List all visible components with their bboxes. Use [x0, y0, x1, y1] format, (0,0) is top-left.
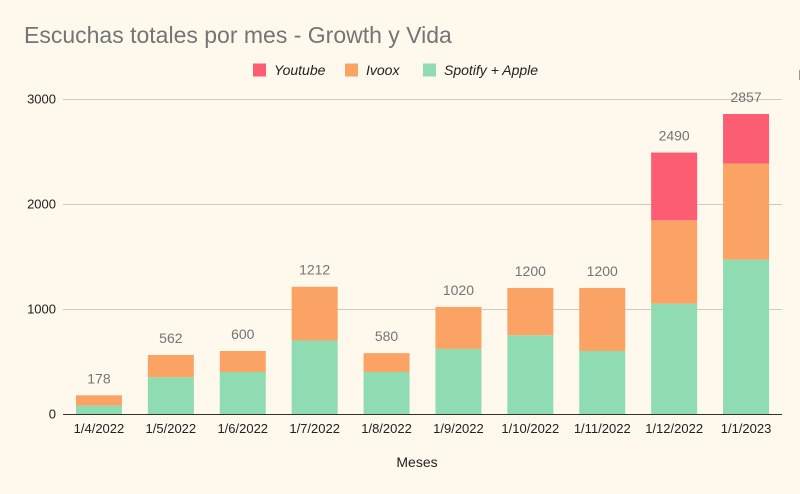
- total-label: 2857: [730, 89, 761, 105]
- x-tick-label: 1/9/2022: [433, 421, 484, 436]
- total-label: 562: [159, 330, 183, 346]
- total-label: 1200: [515, 263, 546, 279]
- total-label: 1200: [587, 263, 618, 279]
- bar-segment: [579, 288, 626, 351]
- x-tick-label: 1/12/2022: [645, 421, 703, 436]
- y-axis-ticks: 0 1000 2000 3000: [27, 92, 56, 422]
- chart-title: Escuchas totales por mes - Growth y Vida: [24, 22, 452, 48]
- bar-segment: [363, 372, 410, 414]
- bar-segment: [507, 288, 554, 336]
- total-label: 600: [231, 326, 255, 342]
- x-axis-title: Meses: [396, 454, 437, 470]
- bar-segment: [723, 114, 770, 164]
- bar-segment: [219, 351, 266, 372]
- total-label: 1212: [299, 262, 330, 278]
- bar-segment: [723, 163, 770, 260]
- legend-swatch: [423, 63, 436, 77]
- x-tick-label: 1/5/2022: [146, 421, 197, 436]
- bar-segment: [435, 348, 482, 414]
- bar-segment: [291, 286, 338, 341]
- y-tick-label: 3000: [27, 92, 56, 107]
- total-label: 178: [87, 370, 111, 386]
- y-tick-label: 0: [49, 407, 56, 422]
- bar-segment: [363, 353, 410, 372]
- x-axis-ticks: 1/4/2022 1/5/2022 1/6/2022 1/7/2022 1/8/2022…: [74, 421, 772, 436]
- legend-label: Spotify + Apple: [444, 62, 538, 78]
- legend-swatch: [253, 63, 266, 77]
- bar-segment: [507, 335, 554, 414]
- legend-swatch: [345, 63, 358, 77]
- total-label: 580: [375, 328, 399, 344]
- legend-label: Ivoox: [366, 62, 400, 78]
- x-tick-label: 1/7/2022: [289, 421, 340, 436]
- legend: Youtube Ivoox Spotify + Apple: [253, 62, 538, 78]
- x-tick-label: 1/6/2022: [217, 421, 268, 436]
- x-tick-label: 1/4/2022: [74, 421, 125, 436]
- bar-segment: [75, 395, 122, 406]
- x-tick-label: 1/8/2022: [361, 421, 412, 436]
- x-tick-label: 1/10/2022: [501, 421, 559, 436]
- bar-segment: [579, 351, 626, 414]
- legend-label: Youtube: [274, 62, 326, 78]
- bar-segment: [651, 303, 698, 414]
- y-tick-label: 2000: [27, 197, 56, 212]
- bar-segment: [435, 306, 482, 349]
- x-tick-label: 1/1/2023: [721, 421, 772, 436]
- bar-segment: [147, 377, 194, 414]
- bar-segment: [75, 405, 122, 414]
- total-label: 1020: [443, 282, 474, 298]
- bar-segment: [219, 372, 266, 414]
- bar-segment: [147, 354, 194, 378]
- x-tick-label: 1/11/2022: [574, 421, 631, 436]
- total-labels: 178 562 600 1212 580 1020 1200 1200 2490 2857: [87, 89, 762, 386]
- bar-segment: [723, 259, 770, 414]
- bar-segment: [291, 340, 338, 414]
- bar-segment: [651, 152, 698, 221]
- y-tick-label: 1000: [27, 302, 56, 317]
- total-label: 2490: [659, 128, 690, 144]
- bars: [75, 114, 770, 414]
- bar-segment: [651, 220, 698, 304]
